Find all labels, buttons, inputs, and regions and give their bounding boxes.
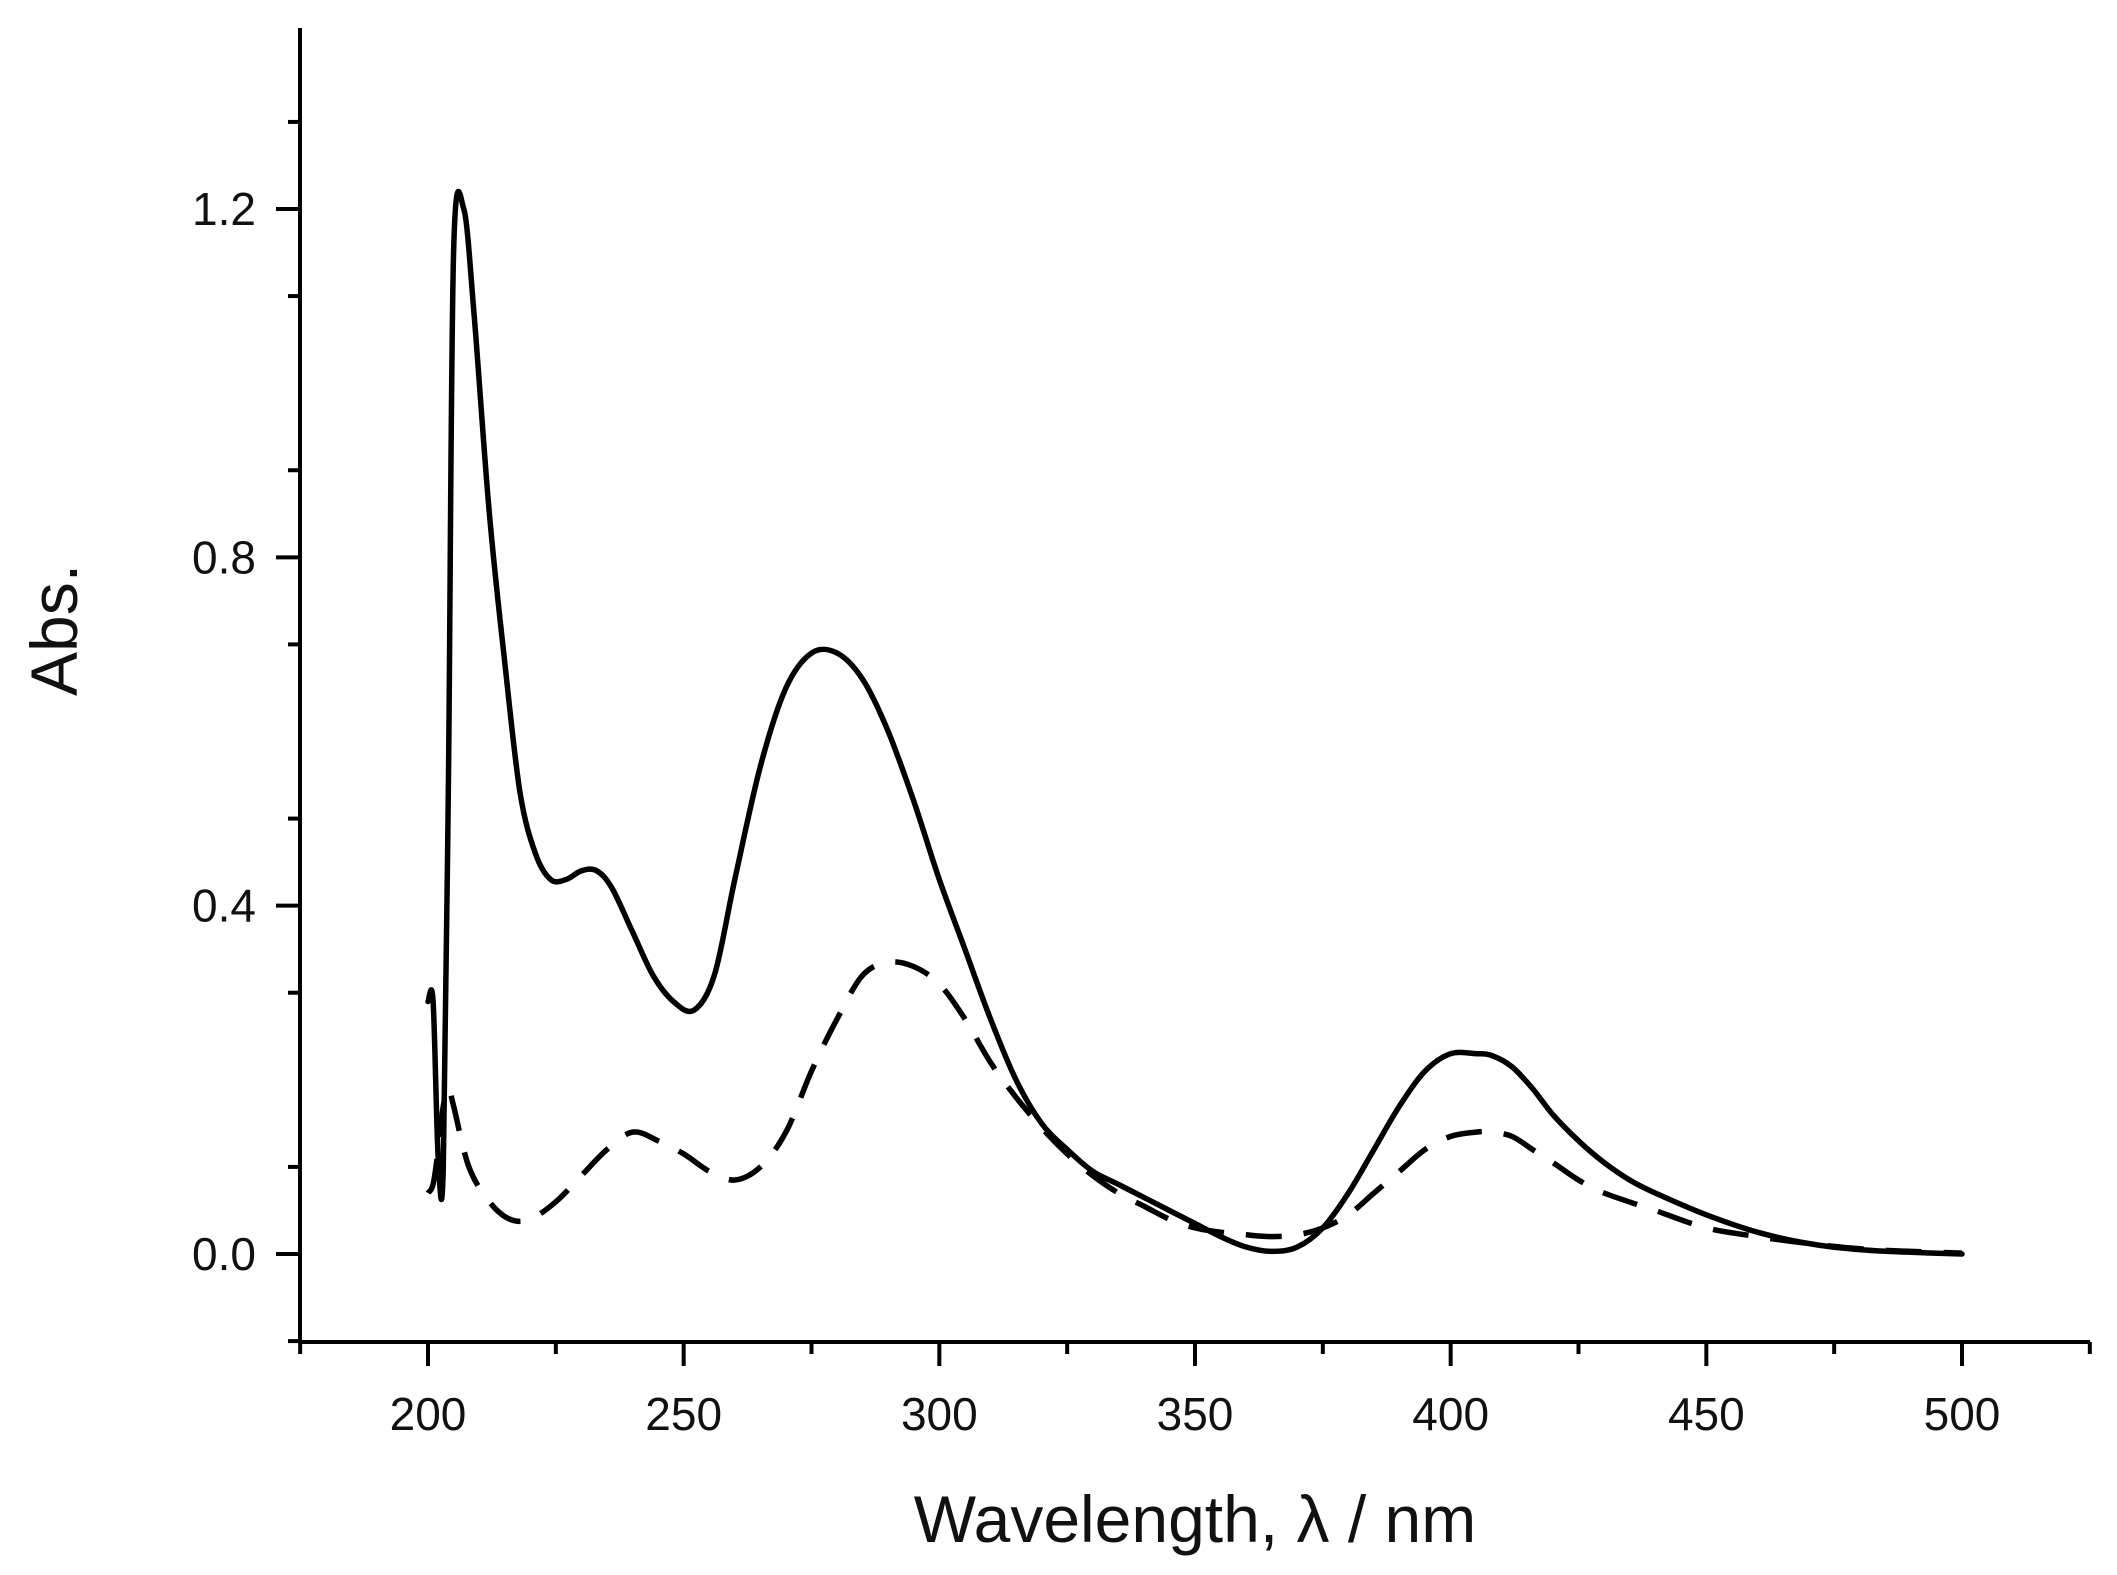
solid-spectrum-line	[425, 188, 1965, 1257]
axes	[298, 28, 2090, 1344]
x-tick-label: 450	[1668, 1388, 1745, 1440]
y-axis-title: Abs.	[17, 564, 91, 696]
series-layer	[425, 188, 1965, 1257]
tick-labels: 200 250 300 350 400 450 500 0.0 0.4 0.8 1.2	[192, 183, 2000, 1440]
y-tick-label: 0.4	[192, 880, 256, 932]
x-tick-label: 350	[1157, 1388, 1234, 1440]
dashed-spectrum-line	[425, 959, 1963, 1256]
x-tick-label: 250	[645, 1388, 722, 1440]
x-tick-label: 300	[901, 1388, 978, 1440]
x-axis-title: Wavelength, λ / nm	[914, 1482, 1476, 1556]
x-tick-label: 200	[390, 1388, 467, 1440]
x-tick-label: 500	[1924, 1388, 2001, 1440]
x-tick-label: 400	[1412, 1388, 1489, 1440]
y-tick-label: 0.0	[192, 1228, 256, 1280]
ticks	[276, 119, 2092, 1366]
y-tick-label: 1.2	[192, 183, 256, 235]
y-tick-label: 0.8	[192, 531, 256, 583]
